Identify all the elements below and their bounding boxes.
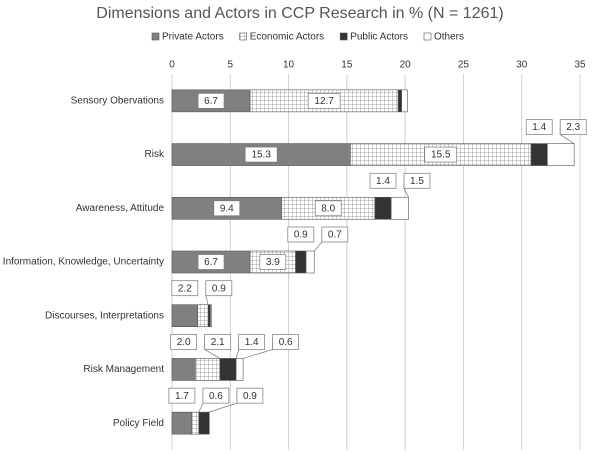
label-box xyxy=(244,146,278,163)
data-label: 1.4 xyxy=(376,176,390,187)
y-tick-label: Sensory Obervations xyxy=(71,95,164,106)
bar-segment xyxy=(191,411,200,435)
label-box xyxy=(559,119,587,135)
data-label: 15.5 xyxy=(431,150,451,161)
bar-segment xyxy=(210,304,212,328)
bar-segment xyxy=(397,89,402,113)
label-box xyxy=(403,172,431,189)
data-label: 0.7 xyxy=(328,230,342,241)
x-tick-label: 30 xyxy=(516,60,528,71)
label-box xyxy=(287,226,315,243)
x-tick-label: 5 xyxy=(228,60,234,71)
y-tick-label: Awareness, Attitude xyxy=(76,203,165,214)
label-box xyxy=(307,93,341,109)
data-label: 0.6 xyxy=(209,391,223,402)
leader-line xyxy=(198,395,204,413)
x-tick-label: 0 xyxy=(169,60,175,71)
label-box xyxy=(171,280,199,297)
bar-segment xyxy=(390,196,409,220)
bar-segment xyxy=(219,358,237,381)
data-label: 3.9 xyxy=(266,257,280,268)
label-box xyxy=(213,200,241,217)
label-box xyxy=(321,226,349,243)
data-label: 1.5 xyxy=(410,176,424,187)
legend-swatch xyxy=(151,32,160,41)
bar-segment xyxy=(374,196,392,220)
leader-line xyxy=(235,341,240,359)
data-label: 1.7 xyxy=(175,391,189,402)
bar-segment xyxy=(171,411,193,435)
legend-swatch xyxy=(423,32,432,41)
data-label: 8.0 xyxy=(321,203,335,214)
legend-swatch xyxy=(239,32,248,41)
label-box xyxy=(197,254,225,270)
data-label: 1.4 xyxy=(245,337,259,348)
label-box xyxy=(197,93,225,109)
data-label: 2.2 xyxy=(178,283,192,294)
data-label: 0.6 xyxy=(279,337,293,348)
y-tick-label: Discourses, Interpretations xyxy=(45,310,164,321)
data-label: 9.4 xyxy=(220,203,234,214)
label-box xyxy=(314,200,342,217)
bar-segment xyxy=(197,304,209,328)
legend-label: Others xyxy=(434,32,464,43)
data-label: 6.7 xyxy=(204,257,218,268)
legend-swatch xyxy=(339,32,348,41)
x-tick-label: 10 xyxy=(283,60,295,71)
leader-line xyxy=(313,234,323,252)
bar-segment xyxy=(295,250,307,274)
bar-segment xyxy=(207,304,211,328)
label-box xyxy=(369,172,397,189)
bar-segment xyxy=(198,411,210,435)
bar-segment xyxy=(171,304,198,328)
y-tick-label: Information, Knowledge, Uncertainty xyxy=(3,257,164,268)
label-box xyxy=(168,387,196,404)
data-label: 0.9 xyxy=(212,283,226,294)
bar-segment xyxy=(530,143,548,166)
x-tick-label: 35 xyxy=(574,60,586,71)
label-box xyxy=(272,334,300,350)
data-label: 6.7 xyxy=(204,96,218,107)
legend-label: Private Actors xyxy=(162,32,224,43)
x-tick-label: 20 xyxy=(400,60,412,71)
bar-segment xyxy=(235,358,244,381)
y-tick-label: Risk xyxy=(145,149,165,160)
data-label: 1.4 xyxy=(532,122,546,133)
y-tick-label: Policy Field xyxy=(113,418,164,429)
legend: Private Actors Economic Actors Public Acto… xyxy=(151,32,464,43)
data-label: 2.3 xyxy=(566,122,580,133)
label-box xyxy=(202,387,230,404)
legend-label: Economic Actors xyxy=(250,32,324,43)
label-box xyxy=(259,254,287,270)
bar-segment xyxy=(195,358,221,381)
bar-segment xyxy=(171,358,196,381)
bar-segment xyxy=(401,89,408,113)
chart-title: Dimensions and Actors in CCP Research in… xyxy=(96,5,503,22)
x-tick-label: 15 xyxy=(341,60,353,71)
label-box xyxy=(525,119,553,135)
data-label: 0.9 xyxy=(294,230,308,241)
y-tick-label: Risk Management xyxy=(83,364,164,375)
x-tick-label: 25 xyxy=(458,60,470,71)
label-box xyxy=(205,280,233,297)
data-label: 0.9 xyxy=(243,391,257,402)
label-box xyxy=(204,334,232,350)
label-box xyxy=(170,334,198,350)
label-box xyxy=(236,387,264,404)
bar-segment xyxy=(305,250,315,274)
data-label: 2.1 xyxy=(211,337,225,348)
label-box xyxy=(238,334,266,350)
bar-segment xyxy=(547,143,575,166)
data-label: 2.0 xyxy=(177,337,191,348)
data-label: 12.7 xyxy=(314,96,334,107)
label-box xyxy=(424,146,458,163)
data-label: 15.3 xyxy=(251,150,271,161)
legend-label: Public Actors xyxy=(350,32,408,43)
